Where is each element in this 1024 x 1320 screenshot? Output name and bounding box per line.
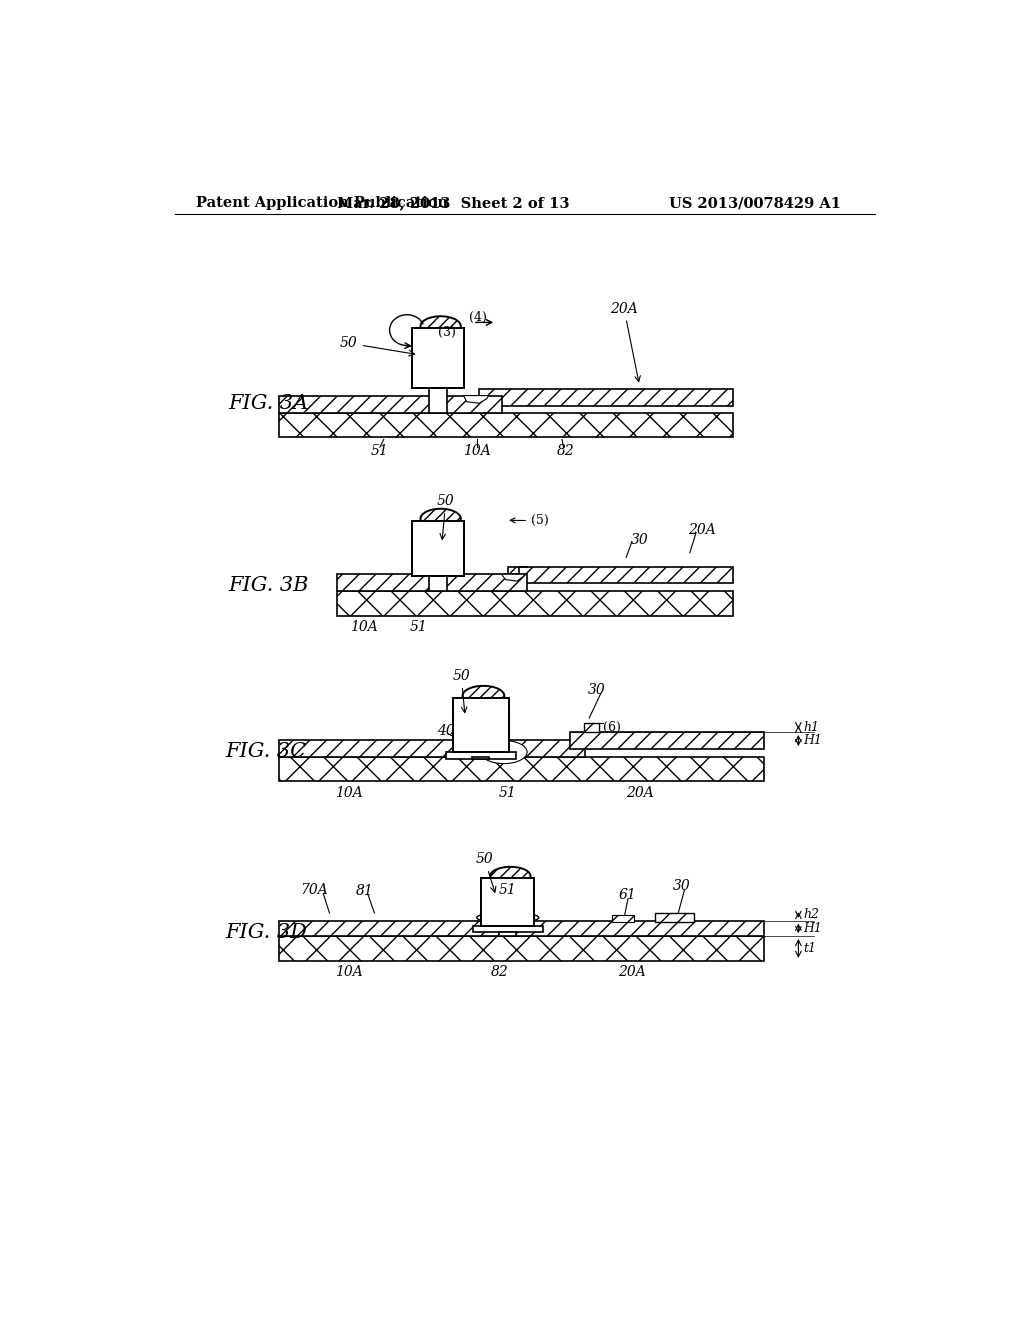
Text: t1: t1 xyxy=(803,942,816,954)
Text: (5): (5) xyxy=(510,515,549,527)
Bar xyxy=(429,388,446,412)
Bar xyxy=(453,698,509,710)
Text: 20A: 20A xyxy=(688,523,716,536)
Text: 30: 30 xyxy=(631,532,648,546)
Bar xyxy=(280,413,732,437)
Ellipse shape xyxy=(480,741,527,763)
Text: 30: 30 xyxy=(588,682,606,697)
Ellipse shape xyxy=(477,912,539,923)
Bar xyxy=(481,878,535,925)
Bar xyxy=(280,756,764,781)
Text: 10A: 10A xyxy=(463,444,490,458)
Text: 51: 51 xyxy=(499,883,517,896)
Text: 10A: 10A xyxy=(335,965,362,979)
Bar xyxy=(429,577,446,591)
Bar xyxy=(453,698,509,752)
Text: US 2013/0078429 A1: US 2013/0078429 A1 xyxy=(669,197,841,210)
Bar xyxy=(412,521,464,577)
Polygon shape xyxy=(502,574,524,581)
Bar xyxy=(655,913,693,923)
Bar xyxy=(280,396,503,412)
Text: 40: 40 xyxy=(437,723,455,738)
Text: FIG. 3A: FIG. 3A xyxy=(228,393,309,413)
Text: 30: 30 xyxy=(673,879,691,894)
Text: 10A: 10A xyxy=(335,785,362,800)
Text: 10A: 10A xyxy=(350,620,378,635)
Bar xyxy=(479,389,732,407)
Bar xyxy=(508,566,732,583)
Bar xyxy=(500,932,516,936)
Text: 50: 50 xyxy=(453,669,470,713)
Ellipse shape xyxy=(490,867,530,886)
Text: FIG. 3C: FIG. 3C xyxy=(225,742,306,760)
Text: h2: h2 xyxy=(803,908,819,921)
Text: H1: H1 xyxy=(803,734,822,747)
Bar xyxy=(412,329,464,388)
Text: 50: 50 xyxy=(437,494,455,540)
Text: 20A: 20A xyxy=(617,965,645,979)
Text: (6): (6) xyxy=(603,721,621,734)
Text: 50: 50 xyxy=(340,337,415,356)
Bar xyxy=(612,915,634,923)
Text: H1: H1 xyxy=(803,921,822,935)
Text: FIG. 3B: FIG. 3B xyxy=(228,577,309,595)
Bar xyxy=(569,733,764,748)
Ellipse shape xyxy=(463,686,505,706)
Bar xyxy=(481,878,535,925)
Bar xyxy=(280,739,586,756)
Text: 82: 82 xyxy=(492,965,509,979)
Polygon shape xyxy=(464,396,488,404)
Text: 82: 82 xyxy=(557,444,574,458)
Text: Patent Application Publication: Patent Application Publication xyxy=(197,197,449,210)
Ellipse shape xyxy=(421,508,461,529)
Text: 70A: 70A xyxy=(300,883,328,896)
Text: 20A: 20A xyxy=(626,785,653,800)
Bar xyxy=(412,329,464,341)
Bar xyxy=(412,521,464,533)
Text: 51: 51 xyxy=(371,444,389,458)
Bar xyxy=(453,698,509,752)
Ellipse shape xyxy=(421,317,461,337)
Bar xyxy=(337,591,732,615)
Text: 20A: 20A xyxy=(610,301,640,381)
Bar xyxy=(472,756,489,759)
Bar xyxy=(337,574,527,591)
Bar xyxy=(445,752,515,759)
Text: (3): (3) xyxy=(438,326,457,339)
Bar xyxy=(473,925,543,932)
Text: Mar. 28, 2013  Sheet 2 of 13: Mar. 28, 2013 Sheet 2 of 13 xyxy=(337,197,569,210)
Bar xyxy=(412,521,464,577)
Bar xyxy=(481,878,535,888)
Text: FIG. 3D: FIG. 3D xyxy=(225,923,307,941)
Bar xyxy=(280,921,764,936)
Text: 51: 51 xyxy=(499,785,517,800)
Text: h1: h1 xyxy=(803,721,819,734)
Text: 61: 61 xyxy=(618,888,637,903)
Text: 50: 50 xyxy=(475,853,496,892)
Bar xyxy=(584,723,599,733)
Text: 51: 51 xyxy=(410,620,427,635)
Text: 81: 81 xyxy=(355,884,374,899)
Bar xyxy=(412,329,464,388)
Text: (4): (4) xyxy=(469,312,487,325)
Bar xyxy=(280,936,764,961)
